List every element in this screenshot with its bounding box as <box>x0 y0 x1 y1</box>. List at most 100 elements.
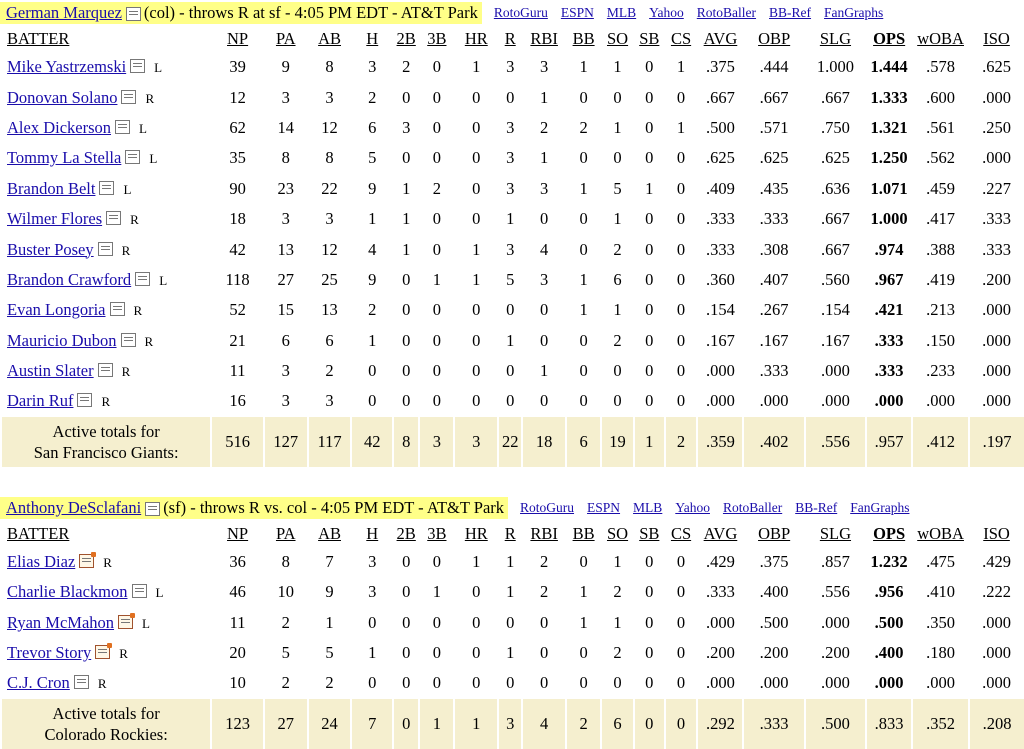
stat-h: 1 <box>368 209 377 229</box>
column-header-sb[interactable]: SB <box>639 523 660 543</box>
column-header-ab[interactable]: AB <box>318 523 341 543</box>
column-header-r[interactable]: R <box>504 523 516 543</box>
batter-name-link[interactable]: Austin Slater <box>7 361 94 381</box>
column-header-h[interactable]: H <box>366 523 379 543</box>
column-header-cs[interactable]: CS <box>670 29 692 48</box>
column-header-3b[interactable]: 3B <box>427 29 447 48</box>
note-icon[interactable] <box>125 7 141 21</box>
batter-name-link[interactable]: Buster Posey <box>7 239 94 259</box>
link-fangraphs[interactable]: FanGraphs <box>850 499 910 515</box>
column-header-sb[interactable]: SB <box>639 29 660 48</box>
note-icon[interactable] <box>125 150 141 165</box>
column-header-so[interactable]: SO <box>606 523 629 543</box>
column-header-iso[interactable]: ISO <box>983 29 1010 48</box>
column-header-rbi[interactable]: RBI <box>530 523 558 543</box>
note-icon[interactable] <box>121 89 137 104</box>
column-header-2b[interactable]: 2B <box>396 29 416 48</box>
batter-name-link[interactable]: Mike Yastrzemski <box>7 57 127 77</box>
column-header-woba[interactable]: wOBA <box>917 523 964 543</box>
column-header-iso[interactable]: ISO <box>983 523 1010 543</box>
note-icon[interactable] <box>130 59 146 74</box>
link-bb-ref[interactable]: BB-Ref <box>795 499 838 515</box>
column-header-avg[interactable]: AVG <box>703 523 738 543</box>
total-slg: .500 <box>803 698 867 749</box>
column-header-h[interactable]: H <box>366 29 379 48</box>
note-new-icon[interactable] <box>79 551 97 568</box>
column-header-3b[interactable]: 3B <box>427 523 447 543</box>
column-header-cs[interactable]: CS <box>670 523 692 543</box>
column-header-bb[interactable]: BB <box>572 523 595 543</box>
note-icon[interactable] <box>106 211 122 226</box>
stat-rbi: 0 <box>540 612 549 632</box>
stat-bb: 0 <box>579 209 588 229</box>
stat-pa: 14 <box>277 117 294 137</box>
note-new-icon[interactable] <box>95 643 113 660</box>
stat-h: 5 <box>368 148 377 168</box>
column-header-obp[interactable]: OBP <box>758 523 791 543</box>
note-icon[interactable] <box>109 302 125 317</box>
column-header-2b[interactable]: 2B <box>396 523 416 543</box>
column-header-hr[interactable]: HR <box>464 29 488 48</box>
note-icon[interactable] <box>131 584 147 599</box>
note-icon[interactable] <box>97 241 113 256</box>
column-header-r[interactable]: R <box>504 29 516 48</box>
pitcher-link[interactable]: Anthony DeSclafani <box>6 497 142 517</box>
link-rotoguru[interactable]: RotoGuru <box>493 5 548 20</box>
column-header-slg[interactable]: SLG <box>819 523 852 543</box>
column-header-ops[interactable]: OPS <box>873 523 906 543</box>
column-header-batter[interactable]: BATTER <box>7 29 70 48</box>
batter-name-link[interactable]: Mauricio Dubon <box>7 330 117 350</box>
link-bb-ref[interactable]: BB-Ref <box>769 5 812 20</box>
note-icon[interactable] <box>97 363 113 378</box>
link-yahoo[interactable]: Yahoo <box>649 5 684 20</box>
stat-2b: 0 <box>402 300 411 320</box>
link-rotoballer[interactable]: RotoBaller <box>722 499 783 515</box>
column-header-pa[interactable]: PA <box>275 523 296 543</box>
link-mlb[interactable]: MLB <box>606 5 637 20</box>
pitcher-link[interactable]: German Marquez <box>6 3 122 22</box>
batter-name-link[interactable]: Wilmer Flores <box>7 209 103 229</box>
batter-name-link[interactable]: Charlie Blackmon <box>7 582 128 602</box>
batter-name-link[interactable]: Trevor Story <box>7 643 92 663</box>
column-header-ab[interactable]: AB <box>318 29 341 48</box>
column-header-obp[interactable]: OBP <box>758 29 791 48</box>
note-icon[interactable] <box>77 393 93 408</box>
note-icon[interactable] <box>145 501 161 516</box>
stat-obp: .500 <box>759 612 789 632</box>
note-icon[interactable] <box>135 271 151 286</box>
batter-name-link[interactable]: C.J. Cron <box>7 673 70 693</box>
batter-name-link[interactable]: Alex Dickerson <box>7 117 112 137</box>
batter-name-link[interactable]: Evan Longoria <box>7 300 106 320</box>
batter-name-link[interactable]: Brandon Crawford <box>7 269 132 289</box>
column-header-avg[interactable]: AVG <box>703 29 738 48</box>
note-icon[interactable] <box>99 180 115 195</box>
link-yahoo[interactable]: Yahoo <box>675 499 710 515</box>
column-header-batter[interactable]: BATTER <box>7 523 70 543</box>
batter-name-link[interactable]: Darin Ruf <box>7 391 74 411</box>
batter-name-link[interactable]: Tommy La Stella <box>7 148 122 168</box>
link-espn[interactable]: ESPN <box>560 5 594 20</box>
link-espn[interactable]: ESPN <box>587 499 621 515</box>
link-rotoballer[interactable]: RotoBaller <box>696 5 757 20</box>
batter-name-link[interactable]: Brandon Belt <box>7 178 96 198</box>
column-header-woba[interactable]: wOBA <box>917 29 964 48</box>
column-header-ops[interactable]: OPS <box>873 29 906 48</box>
note-icon[interactable] <box>120 332 136 347</box>
note-icon[interactable] <box>115 119 131 134</box>
batter-name-link[interactable]: Elias Diaz <box>7 551 76 571</box>
batter-name-link[interactable]: Ryan McMahon <box>7 612 115 632</box>
batter-name-link[interactable]: Donovan Solano <box>7 87 118 107</box>
column-header-rbi[interactable]: RBI <box>530 29 558 48</box>
column-header-bb[interactable]: BB <box>572 29 595 48</box>
column-header-np[interactable]: NP <box>227 29 249 48</box>
note-new-icon[interactable] <box>118 612 136 629</box>
column-header-np[interactable]: NP <box>227 523 249 543</box>
column-header-pa[interactable]: PA <box>275 29 296 48</box>
column-header-hr[interactable]: HR <box>464 523 488 543</box>
link-fangraphs[interactable]: FanGraphs <box>824 5 884 20</box>
column-header-slg[interactable]: SLG <box>819 29 852 48</box>
note-icon[interactable] <box>73 675 89 690</box>
link-rotoguru[interactable]: RotoGuru <box>520 499 575 515</box>
column-header-so[interactable]: SO <box>606 29 629 48</box>
link-mlb[interactable]: MLB <box>633 499 663 515</box>
